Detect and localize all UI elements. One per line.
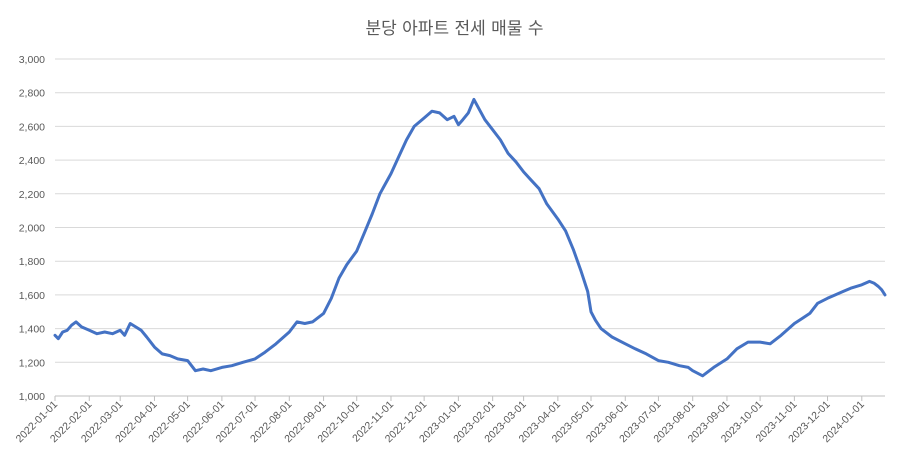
y-tick-label: 2,600 (19, 121, 45, 133)
series-line (53, 97, 887, 378)
y-tick-label: 3,000 (19, 54, 45, 66)
y-tick-label: 2,200 (19, 189, 45, 201)
y-axis-tick-labels: 1,000 1,200 1,400 1,600 1,800 2,000 2,200 2,400… (19, 54, 45, 403)
y-tick-label: 1,200 (19, 357, 45, 369)
gridlines (55, 58, 885, 363)
y-tick-label: 1,600 (19, 290, 45, 302)
x-axis-tick-labels: 2022-01-012022-02-012022-03-012022-04-01… (14, 396, 867, 445)
y-tick-label: 2,000 (19, 223, 45, 235)
y-tick-label: 2,400 (19, 155, 45, 167)
y-tick-label: 2,800 (19, 88, 45, 100)
y-tick-label: 1,400 (19, 324, 45, 336)
series-layer (53, 97, 887, 378)
y-tick-label: 1,000 (19, 391, 45, 403)
chart-title: 분당 아파트 전세 매물 수 (365, 19, 543, 39)
y-tick-label: 1,800 (19, 256, 45, 268)
